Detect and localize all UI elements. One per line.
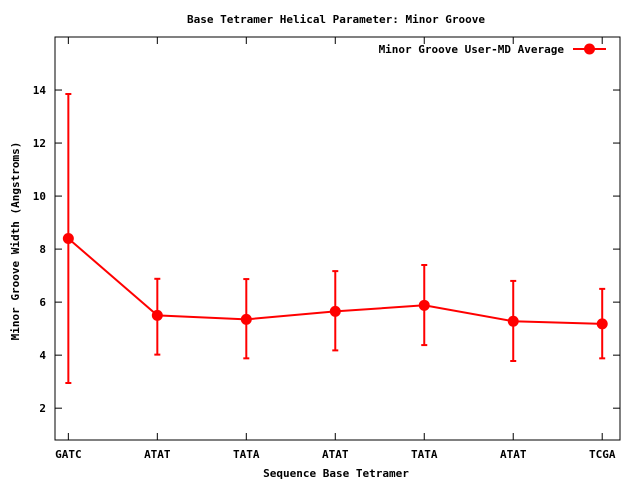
plot-area xyxy=(62,93,608,384)
x-tick-label: TATA xyxy=(233,448,260,461)
plot-frame xyxy=(54,36,621,441)
x-tick-label: GATC xyxy=(55,448,82,461)
data-point xyxy=(62,233,74,244)
x-tick-label: ATAT xyxy=(500,448,527,461)
y-tick-label: 10 xyxy=(33,190,46,203)
y-tick-label: 8 xyxy=(39,243,46,256)
x-axis: GATC ATAT TATA ATAT TATA ATAT TCGA xyxy=(55,37,616,461)
legend: Minor Groove User-MD Average xyxy=(379,43,606,56)
x-tick-label: TCGA xyxy=(589,448,616,461)
data-point xyxy=(596,318,608,330)
x-axis-label: Sequence Base Tetramer xyxy=(263,467,409,480)
chart-title: Base Tetramer Helical Parameter: Minor G… xyxy=(187,13,485,26)
data-point xyxy=(418,299,430,311)
data-point xyxy=(151,309,163,321)
y-tick-label: 6 xyxy=(39,296,46,309)
y-tick-label: 12 xyxy=(33,137,46,150)
x-tick-label: ATAT xyxy=(322,448,349,461)
legend-marker xyxy=(584,43,595,55)
y-tick-label: 4 xyxy=(39,349,46,362)
x-tick-label: ATAT xyxy=(144,448,171,461)
y-axis-label: Minor Groove Width (Angstroms) xyxy=(9,142,22,341)
y-tick-label: 2 xyxy=(39,402,46,415)
y-tick-label: 14 xyxy=(33,84,47,97)
data-point xyxy=(507,315,519,327)
data-point xyxy=(240,313,252,325)
legend-label: Minor Groove User-MD Average xyxy=(379,43,565,56)
x-tick-label: TATA xyxy=(411,448,438,461)
data-point xyxy=(329,305,341,317)
y-axis: 2 4 6 8 10 12 14 xyxy=(33,84,620,415)
